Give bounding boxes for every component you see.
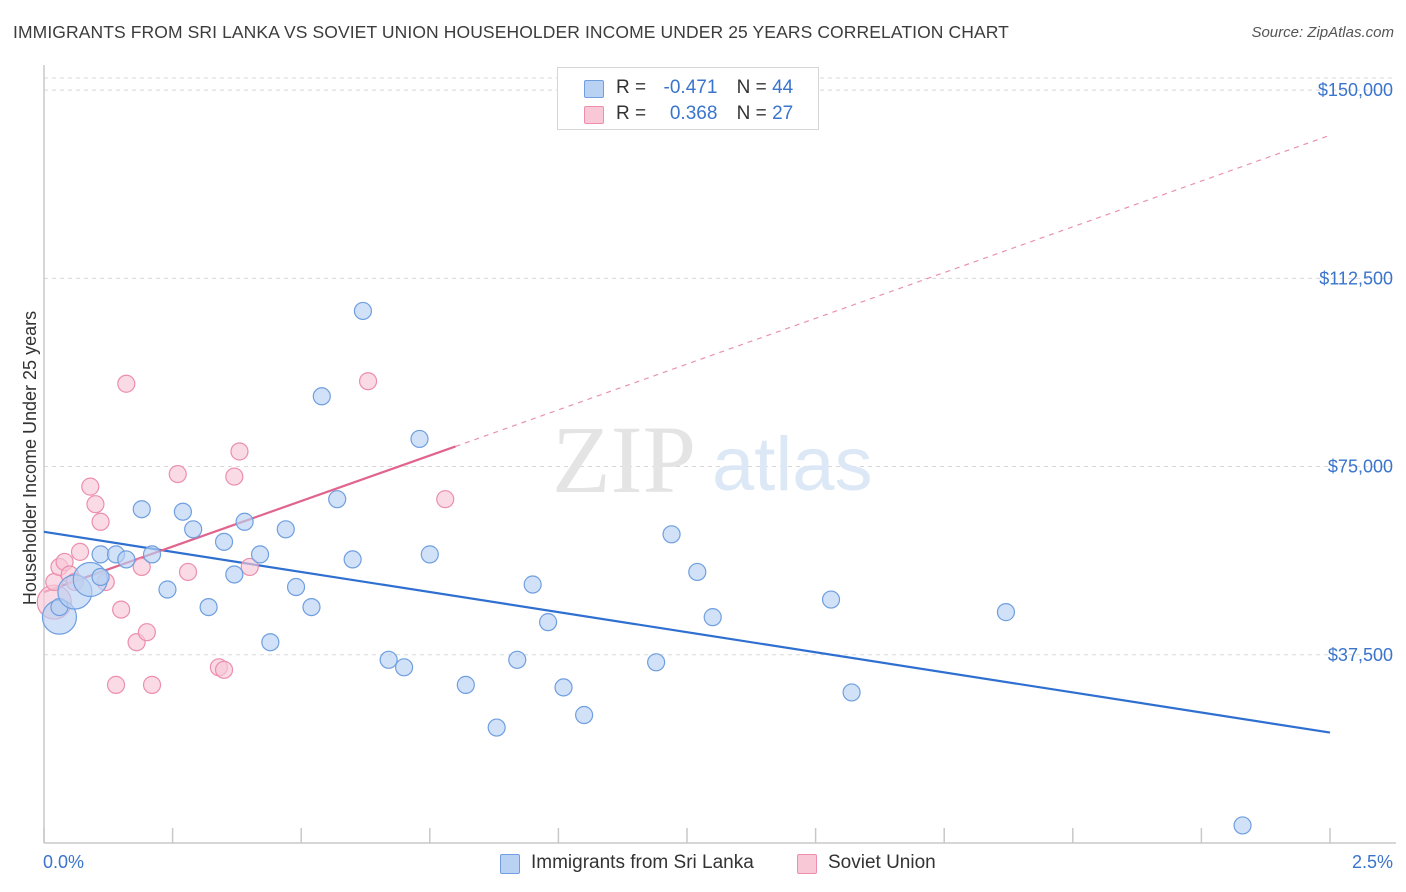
data-point-sri-lanka xyxy=(456,675,475,694)
data-point-sri-lanka xyxy=(662,525,681,544)
legend-swatch-pink xyxy=(797,854,817,874)
x-axis-max-label: 2.5% xyxy=(1351,852,1393,872)
y-axis-title: Householder Income Under 25 years xyxy=(20,311,40,605)
data-point-soviet-union xyxy=(214,660,234,679)
data-point-sri-lanka xyxy=(703,608,722,627)
data-point-soviet-union xyxy=(117,374,136,393)
data-point-sri-lanka xyxy=(842,683,861,702)
correlation-legend: R = -0.471 N = 44 R = 0.368 N = 27 xyxy=(557,67,819,130)
data-point-soviet-union xyxy=(178,562,198,582)
data-point-sri-lanka xyxy=(132,500,151,519)
y-tick-label: $112,500 xyxy=(1319,268,1393,288)
series-soviet-union xyxy=(36,372,455,694)
data-point-sri-lanka xyxy=(539,613,558,632)
watermark-atlas: atlas xyxy=(712,422,873,507)
legend-swatch-pink xyxy=(584,106,604,124)
legend-label: Immigrants from Sri Lanka xyxy=(531,852,754,873)
legend-r-label: R = xyxy=(616,77,647,98)
data-point-sri-lanka xyxy=(688,562,707,582)
trend-line-soviet-union-extension xyxy=(455,134,1331,448)
data-point-sri-lanka xyxy=(575,705,594,725)
data-point-sri-lanka xyxy=(379,650,398,669)
data-point-soviet-union xyxy=(358,372,378,391)
data-point-sri-lanka xyxy=(173,502,192,521)
data-point-sri-lanka xyxy=(250,545,270,564)
data-point-sri-lanka xyxy=(487,718,506,737)
data-point-sri-lanka xyxy=(554,678,573,697)
data-point-soviet-union xyxy=(137,623,156,642)
data-point-sri-lanka xyxy=(420,545,439,564)
data-point-sri-lanka xyxy=(996,603,1016,622)
data-point-sri-lanka xyxy=(214,532,234,551)
data-point-sri-lanka xyxy=(158,580,177,599)
legend-label: Soviet Union xyxy=(828,852,936,873)
data-point-sri-lanka xyxy=(184,520,203,539)
data-point-soviet-union xyxy=(230,442,249,461)
chart-title: IMMIGRANTS FROM SRI LANKA VS SOVIET UNIO… xyxy=(13,22,1009,42)
data-point-soviet-union xyxy=(225,467,244,486)
data-point-soviet-union xyxy=(91,512,110,531)
data-point-soviet-union xyxy=(436,490,455,509)
data-point-sri-lanka xyxy=(235,512,254,531)
data-point-sri-lanka xyxy=(199,597,218,617)
chart-source: Source: ZipAtlas.com xyxy=(1251,24,1394,41)
legend-n-label: N = xyxy=(736,103,767,124)
data-point-sri-lanka xyxy=(225,565,244,584)
legend-r-label: R = xyxy=(616,103,647,124)
legend-n-value: 44 xyxy=(772,77,794,98)
data-point-sri-lanka xyxy=(302,597,321,617)
data-point-sri-lanka xyxy=(410,429,429,449)
legend-swatch-blue xyxy=(500,854,520,874)
data-point-sri-lanka xyxy=(286,577,306,597)
trend-line-sri-lanka xyxy=(43,530,1331,734)
data-point-soviet-union xyxy=(112,600,131,619)
legend-r-value: -0.471 xyxy=(663,77,718,98)
data-point-sri-lanka xyxy=(647,653,666,672)
data-point-sri-lanka xyxy=(343,550,362,569)
x-axis-min-label: 0.0% xyxy=(43,852,85,872)
data-point-sri-lanka xyxy=(821,590,841,609)
y-axis-tick-labels: $37,500 $75,000 $112,500 $150,000 xyxy=(1318,80,1393,665)
data-point-sri-lanka xyxy=(91,545,110,564)
data-point-sri-lanka xyxy=(353,301,373,321)
data-point-soviet-union xyxy=(168,464,187,484)
data-point-sri-lanka xyxy=(523,575,542,594)
data-point-soviet-union xyxy=(106,675,126,694)
data-point-soviet-union xyxy=(240,557,259,577)
y-tick-label: $75,000 xyxy=(1328,457,1393,477)
legend-n-label: N = xyxy=(736,77,767,98)
legend-swatch-blue xyxy=(584,80,604,98)
legend-n-value: 27 xyxy=(772,103,794,124)
data-point-sri-lanka xyxy=(328,490,347,509)
data-point-soviet-union xyxy=(81,477,100,496)
axes xyxy=(43,65,1396,844)
data-point-soviet-union xyxy=(132,557,151,577)
data-point-soviet-union xyxy=(142,675,162,694)
data-point-soviet-union xyxy=(86,495,105,514)
data-point-sri-lanka xyxy=(508,650,527,669)
legend-r-value: 0.368 xyxy=(669,103,718,124)
data-point-sri-lanka xyxy=(142,545,162,564)
data-point-sri-lanka xyxy=(1233,816,1252,835)
data-point-sri-lanka xyxy=(117,550,136,569)
data-point-sri-lanka xyxy=(276,520,295,539)
watermark: ZIP atlas xyxy=(552,406,873,513)
data-point-sri-lanka xyxy=(261,633,280,652)
data-point-sri-lanka xyxy=(312,387,331,406)
watermark-zip: ZIP xyxy=(552,406,696,513)
series-immigrants-from-sri-lanka xyxy=(41,301,1252,835)
y-tick-label: $37,500 xyxy=(1328,645,1393,665)
y-tick-label: $150,000 xyxy=(1318,80,1393,100)
data-point-sri-lanka xyxy=(91,567,110,587)
data-point-sri-lanka xyxy=(394,658,414,677)
data-point-soviet-union xyxy=(70,542,90,561)
